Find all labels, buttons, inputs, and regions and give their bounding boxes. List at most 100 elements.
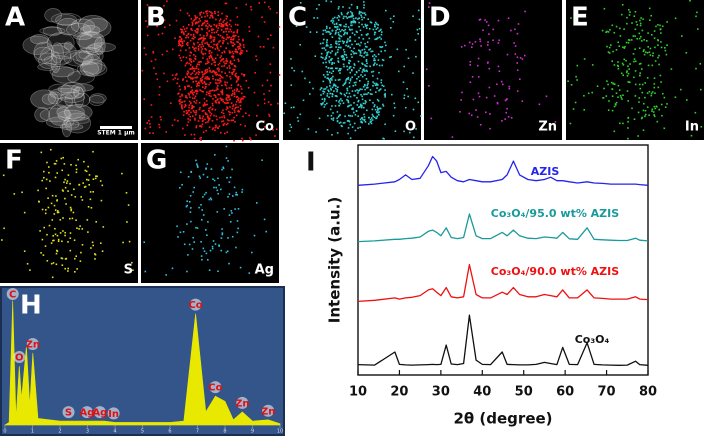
element-signal [350,24,352,27]
element-signal [313,17,315,19]
element-signal [324,49,327,51]
element-signal [340,35,343,38]
x-tick-label: 80 [639,385,657,400]
sheet-texture [64,94,74,106]
element-signal [231,119,234,122]
element-signal [524,54,526,57]
element-signal [242,39,244,42]
element-signal [335,87,337,90]
element-signal [212,78,214,80]
element-signal [342,63,345,66]
element-signal [219,18,222,20]
element-signal [393,15,395,17]
element-signal [221,111,223,114]
element-signal [235,114,238,117]
element-signal [163,72,165,75]
element-signal [376,83,379,86]
element-signal [127,204,130,206]
element-signal [225,23,227,25]
element-signal [158,86,161,88]
element-signal [237,78,239,81]
element-signal [218,82,220,84]
element-signal [620,96,622,99]
element-signal [188,106,190,109]
element-signal [238,60,240,62]
element-signal [181,106,183,109]
element-signal [369,89,372,91]
element-signal [364,121,367,123]
element-signal [360,34,363,36]
element-signal [695,67,697,70]
element-signal [198,18,201,20]
element-signal [344,94,347,97]
element-signal [329,67,332,70]
element-signal [196,227,199,229]
element-signal [132,269,134,271]
element-signal [337,57,339,60]
element-signal [67,270,69,272]
element-signal [328,96,330,98]
element-signal [197,68,200,71]
element-signal [485,96,488,99]
element-signal [646,52,649,54]
element-signal [209,35,212,38]
element-signal [41,238,44,241]
element-signal [201,82,204,85]
element-signal [172,78,175,81]
element-signal [184,88,186,90]
element-signal [23,211,26,214]
element-signal [213,61,215,63]
element-signal [194,30,196,32]
element-signal [199,177,201,179]
element-signal [204,70,207,72]
element-signal [332,75,334,78]
element-signal [362,118,364,121]
element-signal [81,199,84,201]
element-signal [189,68,191,70]
element-signal [226,250,229,252]
element-signal [352,51,354,53]
element-signal [161,32,164,35]
element-signal [650,14,652,17]
element-signal [664,106,667,108]
element-signal [596,85,599,87]
element-signal [331,67,334,70]
element-signal [325,66,328,68]
element-signal [196,76,199,78]
element-signal [226,131,228,133]
element-signal [334,79,337,81]
element-signal [26,263,29,265]
element-signal [347,11,349,14]
element-signal [359,118,362,121]
element-signal [328,71,331,74]
element-signal [364,42,366,45]
element-signal [364,102,366,105]
element-signal [195,125,198,127]
element-signal [323,88,325,90]
element-signal [353,33,356,36]
element-signal [358,10,361,13]
element-signal [624,45,626,48]
element-signal [192,38,195,40]
element-signal [644,51,647,53]
element-signal [37,189,39,192]
element-signal [700,126,703,128]
element-signal [218,184,220,186]
element-signal [157,33,160,36]
element-signal [378,107,380,110]
element-signal [382,85,385,87]
element-signal [342,56,345,58]
element-signal [349,46,351,49]
element-signal [213,71,216,73]
panel-letter: F [5,146,23,176]
element-signal [641,68,643,70]
element-signal [545,95,548,98]
edx-tick-label: 0 [3,429,6,435]
sheet-texture [73,32,93,40]
element-signal [516,90,519,92]
element-signal [504,118,506,120]
element-label: Ag [255,263,274,278]
element-signal [230,25,233,28]
element-signal [236,90,238,92]
element-signal [325,61,327,64]
